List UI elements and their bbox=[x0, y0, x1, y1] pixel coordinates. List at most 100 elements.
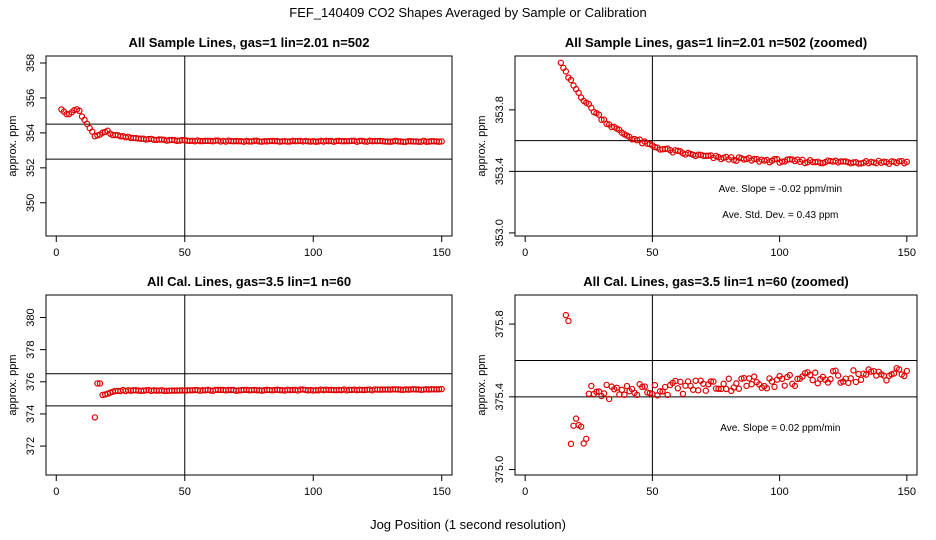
annotation-text: Ave. Std. Dev. = 0.43 ppm bbox=[722, 210, 838, 221]
data-point bbox=[771, 155, 778, 163]
data-point bbox=[674, 147, 682, 155]
data-point bbox=[895, 366, 903, 373]
data-point bbox=[901, 372, 908, 380]
data-point bbox=[715, 385, 722, 392]
data-point bbox=[656, 388, 664, 395]
data-point bbox=[593, 388, 600, 396]
data-point bbox=[722, 385, 730, 393]
data-point bbox=[598, 116, 605, 123]
data-point bbox=[832, 367, 839, 374]
y-tick-label: 380 bbox=[25, 308, 37, 326]
plot-title: All Cal. Lines, gas=3.5 lin=1 n=60 bbox=[147, 274, 351, 289]
x-tick-label: 100 bbox=[304, 486, 322, 498]
plot-title: All Sample Lines, gas=1 lin=2.01 n=502 bbox=[129, 35, 370, 50]
y-tick-label: 353.8 bbox=[494, 96, 506, 124]
data-point bbox=[600, 390, 608, 397]
x-tick-label: 0 bbox=[522, 486, 528, 498]
data-point bbox=[567, 76, 575, 84]
data-point bbox=[438, 138, 445, 145]
y-tick-label: 350 bbox=[25, 194, 37, 212]
data-point bbox=[605, 395, 613, 403]
y-axis-label: approx. ppm bbox=[7, 354, 19, 415]
data-point bbox=[809, 376, 816, 384]
annotation-text: Ave. Slope = -0.02 ppm/min bbox=[719, 184, 843, 195]
plot-frame bbox=[45, 55, 453, 237]
y-tick-label: 358 bbox=[25, 54, 37, 72]
y-tick-label: 353.0 bbox=[494, 219, 506, 247]
data-point bbox=[651, 143, 659, 151]
data-point bbox=[745, 375, 753, 382]
data-point bbox=[855, 370, 862, 378]
page-title: FEF_140409 CO2 Shapes Averaged by Sample… bbox=[289, 5, 647, 20]
x-tick-label: 150 bbox=[898, 486, 916, 498]
data-point bbox=[583, 435, 590, 443]
data-point bbox=[641, 383, 648, 390]
data-point bbox=[903, 367, 911, 375]
data-point bbox=[639, 383, 646, 391]
data-point bbox=[562, 68, 570, 75]
data-point bbox=[689, 386, 697, 393]
x-tick-label: 100 bbox=[770, 247, 788, 259]
y-tick-label: 356 bbox=[25, 89, 37, 107]
y-tick-label: 378 bbox=[25, 340, 37, 358]
data-point bbox=[435, 386, 443, 393]
data-point bbox=[710, 378, 717, 385]
data-point bbox=[903, 158, 911, 166]
data-point bbox=[565, 317, 572, 325]
x-tick-label: 150 bbox=[898, 247, 916, 259]
x-tick-label: 50 bbox=[179, 486, 191, 498]
y-axis-label: approx. ppm bbox=[7, 115, 19, 176]
data-point bbox=[94, 380, 101, 387]
data-point bbox=[603, 120, 610, 128]
data-point bbox=[633, 137, 641, 144]
data-point bbox=[735, 385, 743, 392]
data-point bbox=[781, 382, 788, 389]
annotation-text: Ave. Slope = 0.02 ppm/min bbox=[720, 423, 840, 434]
data-point bbox=[705, 152, 712, 159]
data-point bbox=[763, 385, 771, 392]
data-point bbox=[694, 387, 702, 394]
data-point bbox=[603, 381, 610, 389]
x-tick-label: 100 bbox=[304, 247, 322, 259]
data-point bbox=[827, 375, 834, 383]
data-point bbox=[613, 384, 620, 391]
x-axis-title: Jog Position (1 second resolution) bbox=[370, 517, 566, 532]
data-point bbox=[806, 371, 814, 379]
data-point bbox=[575, 89, 582, 96]
y-axis-label: approx. ppm bbox=[476, 354, 488, 415]
x-tick-label: 0 bbox=[522, 247, 528, 259]
x-tick-label: 0 bbox=[53, 247, 59, 259]
data-point bbox=[845, 379, 852, 387]
data-point bbox=[621, 391, 628, 398]
x-tick-label: 150 bbox=[433, 486, 451, 498]
y-tick-label: 374 bbox=[25, 405, 37, 423]
data-point bbox=[786, 371, 793, 379]
data-point bbox=[661, 383, 669, 391]
data-point bbox=[570, 422, 577, 429]
data-point bbox=[750, 155, 758, 163]
data-point bbox=[850, 367, 857, 374]
data-point bbox=[738, 375, 745, 382]
data-point bbox=[702, 387, 710, 394]
data-point bbox=[89, 128, 96, 135]
data-point bbox=[580, 440, 587, 447]
y-tick-label: 376 bbox=[25, 373, 37, 391]
x-tick-label: 50 bbox=[646, 486, 658, 498]
data-point bbox=[438, 385, 445, 393]
y-axis-label: approx. ppm bbox=[476, 115, 488, 176]
y-tick-label: 375.0 bbox=[494, 456, 506, 484]
data-point bbox=[651, 381, 659, 389]
data-point bbox=[677, 378, 684, 385]
plot-frame bbox=[45, 294, 453, 476]
y-tick-label: 372 bbox=[25, 437, 37, 455]
data-point bbox=[96, 380, 104, 387]
data-point bbox=[748, 381, 755, 388]
x-tick-label: 50 bbox=[646, 247, 658, 259]
data-point bbox=[692, 377, 699, 384]
data-point bbox=[633, 391, 641, 399]
plot-frame bbox=[514, 294, 918, 476]
data-point bbox=[743, 382, 750, 390]
plot-title: All Sample Lines, gas=1 lin=2.01 n=502 (… bbox=[565, 35, 867, 50]
data-point bbox=[664, 391, 671, 399]
data-point bbox=[588, 382, 595, 390]
